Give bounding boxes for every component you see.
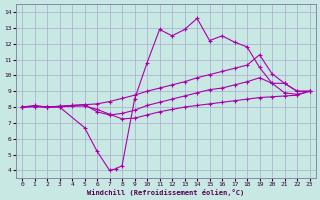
- X-axis label: Windchill (Refroidissement éolien,°C): Windchill (Refroidissement éolien,°C): [87, 189, 244, 196]
